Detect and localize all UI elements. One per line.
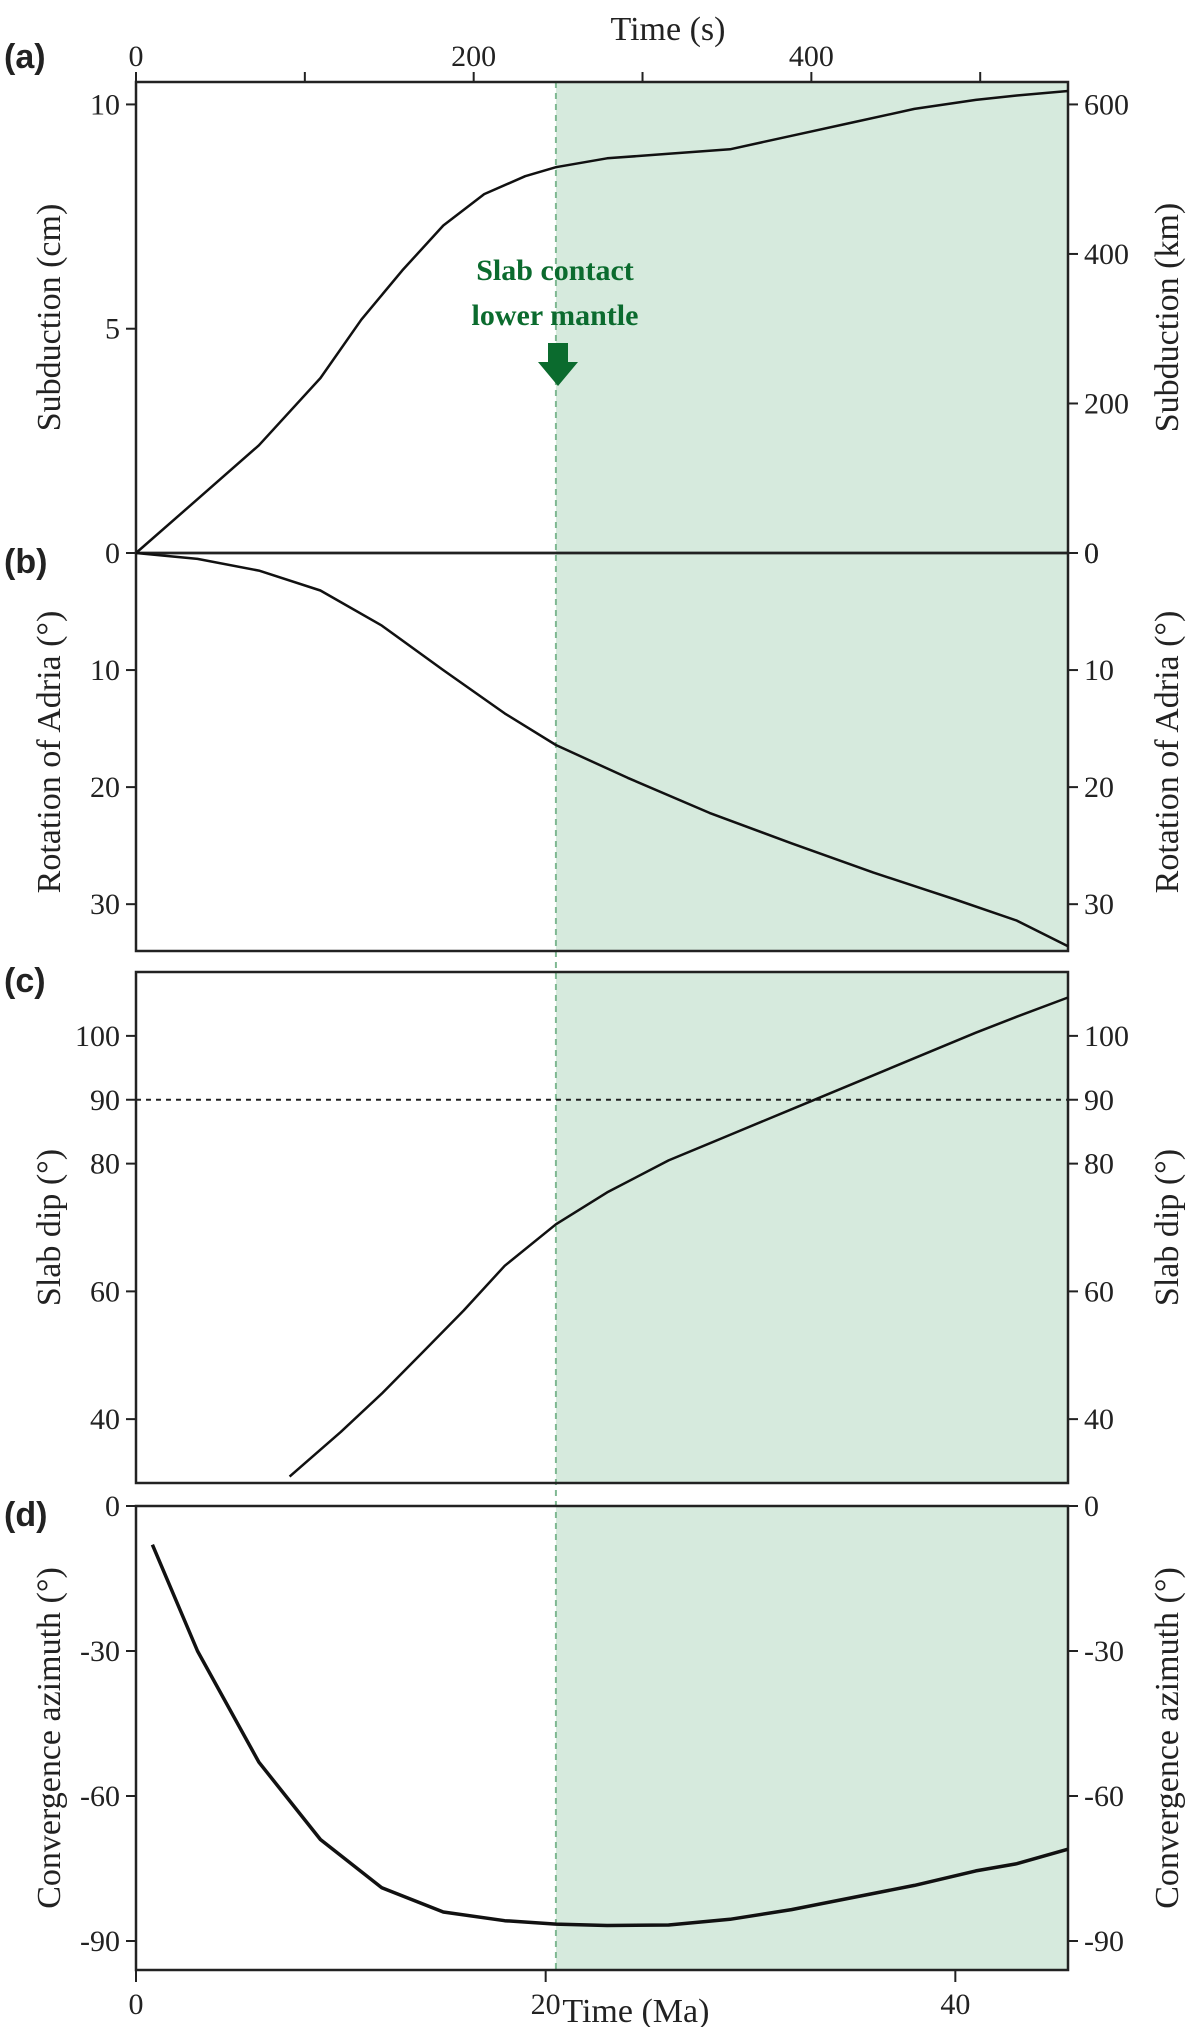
- left-tick-label: 10: [90, 88, 120, 121]
- right-tick-label: 0: [1084, 537, 1099, 570]
- panel-label: (a): [4, 38, 46, 76]
- shaded-region-panel-3: [555, 1506, 1068, 1970]
- series-line-panel-1: [135, 551, 1069, 948]
- right-tick-label: 40: [1084, 1403, 1114, 1436]
- x-tick-label: 40: [940, 1988, 970, 2021]
- left-tick-label: -30: [80, 1635, 120, 1668]
- left-tick-label: 20: [90, 771, 120, 804]
- top-tick-label: 400: [789, 40, 834, 73]
- right-tick-label: 600: [1084, 88, 1129, 121]
- right-tick-label: 200: [1084, 387, 1129, 420]
- y-axis-title-right: Convergence azimuth (°): [1149, 1567, 1186, 1909]
- y-axis-title-right: Rotation of Adria (°): [1149, 611, 1186, 894]
- left-tick-label: 40: [90, 1403, 120, 1436]
- top-tick-label: 200: [451, 40, 496, 73]
- x-axis-title: Time (Ma): [562, 1993, 709, 2027]
- y-axis-title-right: Subduction (km): [1149, 203, 1186, 432]
- left-tick-label: -90: [80, 1925, 120, 1958]
- left-tick-label: 80: [90, 1148, 120, 1181]
- right-tick-label: -90: [1084, 1925, 1124, 1958]
- series-line-panel-0: [135, 89, 1069, 554]
- right-tick-label: 0: [1084, 537, 1099, 570]
- right-tick-label: 90: [1084, 1084, 1114, 1117]
- y-axis-title-left: Rotation of Adria (°): [31, 611, 68, 894]
- panel-frame-2: [134, 970, 1070, 1485]
- panel-frame-3: [134, 1504, 1070, 1972]
- right-tick-label: 20: [1084, 771, 1114, 804]
- y-axis-title-left: Slab dip (°): [31, 1149, 68, 1306]
- shaded-region-panel-0: [555, 82, 1068, 553]
- right-tick-label: 100: [1084, 1020, 1129, 1053]
- right-tick-label: 0: [1084, 1490, 1099, 1523]
- x-tick-label: 20: [531, 1988, 561, 2021]
- panel-frame-1: [134, 551, 1070, 953]
- left-tick-label: 60: [90, 1275, 120, 1308]
- right-tick-label: 60: [1084, 1275, 1114, 1308]
- right-tick-label: 30: [1084, 888, 1114, 921]
- left-tick-label: 30: [90, 888, 120, 921]
- shaded-region-panel-1: [555, 553, 1068, 951]
- annotation-line-2: lower mantle: [472, 299, 639, 332]
- left-tick-label: 5: [105, 313, 120, 346]
- left-tick-label: 90: [90, 1084, 120, 1117]
- y-axis-title-left: Convergence azimuth (°): [31, 1567, 68, 1909]
- right-tick-label: 10: [1084, 654, 1114, 687]
- right-tick-label: -60: [1084, 1780, 1124, 1813]
- panel-label: (b): [4, 543, 47, 581]
- right-tick-label: 80: [1084, 1148, 1114, 1181]
- right-tick-label: -30: [1084, 1635, 1124, 1668]
- y-axis-title-left: Subduction (cm): [31, 204, 68, 432]
- annotation-line-1: Slab contact: [476, 254, 634, 287]
- panel-label: (c): [4, 962, 46, 1000]
- left-tick-label: 100: [75, 1020, 120, 1053]
- left-tick-label: 10: [90, 654, 120, 687]
- left-tick-label: 0: [105, 1490, 120, 1523]
- right-tick-label: 400: [1084, 238, 1129, 271]
- top-axis-title: Time (s): [611, 11, 726, 48]
- series-line-panel-2: [288, 996, 1069, 1478]
- shaded-region-panel-2: [555, 972, 1068, 1483]
- left-tick-label: 0: [105, 537, 120, 570]
- panel-label: (d): [4, 1496, 47, 1534]
- down-arrow-icon: [538, 343, 578, 386]
- top-tick-label: 0: [129, 40, 144, 73]
- left-tick-label: -60: [80, 1780, 120, 1813]
- x-tick-label: 0: [129, 1988, 144, 2021]
- series-line-panel-3: [150, 1544, 1069, 1928]
- y-axis-title-right: Slab dip (°): [1149, 1149, 1186, 1306]
